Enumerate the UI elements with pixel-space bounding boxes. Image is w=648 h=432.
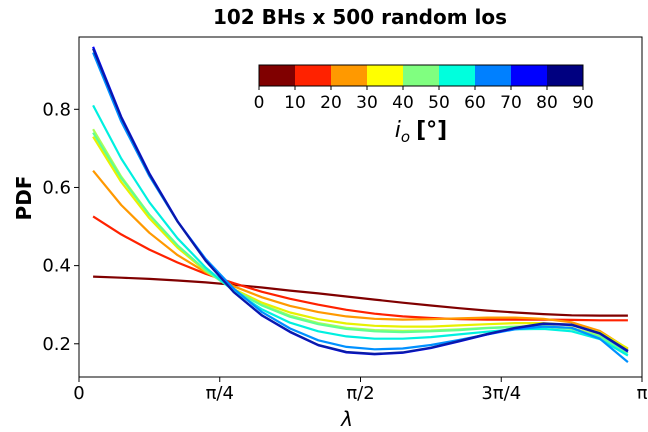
colorbar: 0 10 20 30 40 50 60 70 80 90 bbox=[254, 64, 594, 113]
series-line-0 bbox=[93, 275, 628, 317]
colorbar-segment-2 bbox=[331, 65, 368, 86]
colorbar-label: io [°] bbox=[395, 118, 447, 146]
x-tick-label-2: π/2 bbox=[346, 383, 374, 404]
x-tick-label-4: π bbox=[637, 383, 648, 404]
y-tick-label-3: 0.8 bbox=[42, 99, 71, 120]
colorbar-tick-label-3: 30 bbox=[356, 93, 378, 113]
colorbar-label-unit: [°] bbox=[416, 118, 447, 143]
x-tick-label-1: π/4 bbox=[206, 383, 234, 404]
y-axis-label: PDF bbox=[12, 176, 36, 221]
series-line-2 bbox=[92, 170, 629, 350]
series-line-3 bbox=[92, 136, 629, 350]
colorbar-tick-label-1: 10 bbox=[284, 93, 306, 113]
colorbar-segment-0 bbox=[259, 65, 296, 86]
colorbar-tick-label-0: 0 bbox=[254, 93, 265, 113]
colorbar-tick-label-6: 60 bbox=[464, 93, 486, 113]
colorbar-segment-7 bbox=[511, 65, 548, 86]
colorbar-label-main: i bbox=[395, 118, 401, 143]
y-tick-label-0: 0.2 bbox=[42, 334, 71, 355]
chart-title: 102 BHs x 500 random los bbox=[213, 5, 507, 29]
colorbar-tick-label-8: 80 bbox=[536, 93, 558, 113]
colorbar-tick-label-4: 40 bbox=[392, 93, 414, 113]
series-group bbox=[92, 46, 629, 363]
colorbar-label-sub: o bbox=[401, 128, 410, 146]
colorbar-tick-label-5: 50 bbox=[428, 93, 450, 113]
colorbar-tick-label-9: 90 bbox=[572, 93, 594, 113]
y-tick-label-1: 0.4 bbox=[42, 256, 71, 277]
colorbar-segment-1 bbox=[295, 65, 332, 86]
y-tick-label-2: 0.6 bbox=[42, 177, 71, 198]
colorbar-segment-3 bbox=[367, 65, 404, 86]
y-axis: 0.2 0.4 0.6 0.8 bbox=[42, 99, 79, 355]
colorbar-tick-label-2: 20 bbox=[320, 93, 342, 113]
colorbar-segment-8 bbox=[547, 65, 584, 86]
colorbar-frame bbox=[258, 64, 584, 87]
x-axis: 0 π/4 π/2 3π/4 π bbox=[73, 377, 648, 404]
x-axis-label: λ bbox=[340, 407, 353, 431]
colorbar-segment-4 bbox=[403, 65, 440, 86]
x-tick-label-3: 3π/4 bbox=[481, 383, 521, 404]
series-line-9 bbox=[92, 48, 629, 355]
colorbar-segment-5 bbox=[439, 65, 476, 86]
colorbar-tick-label-7: 70 bbox=[500, 93, 522, 113]
series-line-6 bbox=[92, 104, 629, 357]
colorbar-segment-6 bbox=[475, 65, 512, 86]
x-tick-label-0: 0 bbox=[73, 383, 84, 404]
